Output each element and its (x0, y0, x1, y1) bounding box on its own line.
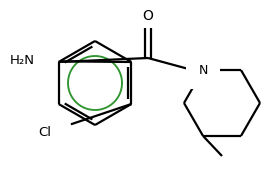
Text: Cl: Cl (39, 127, 51, 140)
Text: N: N (198, 64, 208, 77)
Text: H₂N: H₂N (9, 55, 35, 68)
Text: O: O (143, 9, 154, 23)
